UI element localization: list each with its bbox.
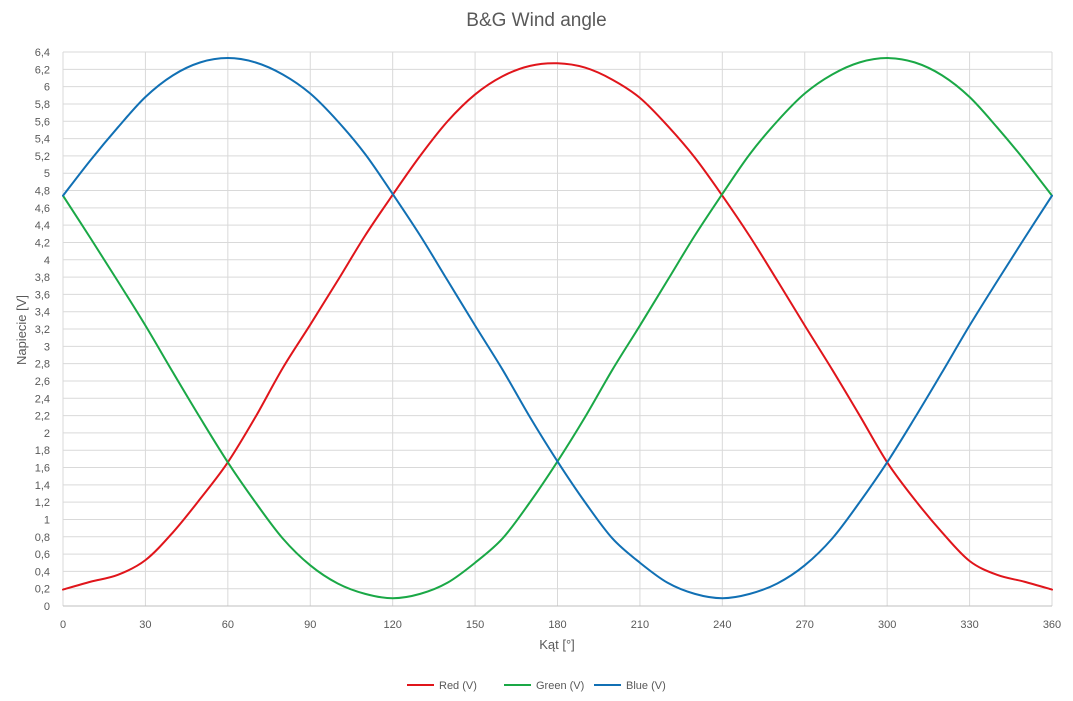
series-lines <box>62 57 1053 600</box>
y-tick-label: 6,4 <box>35 47 50 59</box>
x-tick-label: 240 <box>713 619 731 631</box>
y-tick-label: 3,8 <box>35 272 50 284</box>
legend: Red (V) Green (V) Blue (V) <box>407 680 666 692</box>
y-tick-label: 1,4 <box>35 480 50 492</box>
y-tick-label: 2,8 <box>35 359 50 371</box>
y-tick-label: 1 <box>44 514 50 526</box>
y-tick-label: 1,8 <box>35 445 50 457</box>
y-tick-label: 3,4 <box>35 307 50 319</box>
x-tick-label: 150 <box>466 619 484 631</box>
legend-label-green: Green (V) <box>536 680 584 692</box>
y-tick-label: 0,6 <box>35 549 50 561</box>
x-tick-label: 0 <box>60 619 66 631</box>
tick-labels: 0 0,2 0,4 0,6 0,8 1 1,2 1,4 1,6 1,8 2 2,2 2,4 2,6 2,8 3… <box>35 47 1061 631</box>
y-tick-label: 1,6 <box>35 463 50 475</box>
y-tick-label: 0,8 <box>35 532 50 544</box>
y-tick-label: 6 <box>44 82 50 94</box>
y-tick-label: 5 <box>44 168 50 180</box>
x-tick-label: 210 <box>631 619 649 631</box>
y-axis-title: Napiecie [V] <box>14 295 29 365</box>
y-tick-label: 3,6 <box>35 289 50 301</box>
y-tick-label: 3 <box>44 341 50 353</box>
y-tick-label: 3,2 <box>35 324 50 336</box>
gridlines <box>62 51 1053 607</box>
y-tick-label: 4,6 <box>35 203 50 215</box>
chart-title: B&G Wind angle <box>466 10 607 31</box>
legend-label-red: Red (V) <box>439 680 477 692</box>
y-tick-label: 2 <box>44 428 50 440</box>
y-tick-label: 4 <box>44 255 50 267</box>
y-tick-label: 2,4 <box>35 393 50 405</box>
y-tick-label: 5,4 <box>35 134 50 146</box>
y-tick-label: 4,2 <box>35 237 50 249</box>
x-tick-label: 120 <box>383 619 401 631</box>
y-tick-label: 0,2 <box>35 584 50 596</box>
y-tick-label: 4,4 <box>35 220 50 232</box>
series-line-blue <box>62 57 1053 600</box>
y-tick-label: 2,6 <box>35 376 50 388</box>
y-tick-label: 0,4 <box>35 566 50 578</box>
x-tick-label: 300 <box>878 619 896 631</box>
x-tick-label: 30 <box>139 619 151 631</box>
y-tick-label: 0 <box>44 601 50 613</box>
y-tick-label: 5,8 <box>35 99 50 111</box>
x-tick-label: 270 <box>796 619 814 631</box>
y-tick-label: 1,2 <box>35 497 50 509</box>
y-tick-label: 2,2 <box>35 411 50 423</box>
y-tick-label: 4,8 <box>35 186 50 198</box>
x-tick-label: 360 <box>1043 619 1061 631</box>
x-tick-label: 330 <box>960 619 978 631</box>
x-tick-label: 90 <box>304 619 316 631</box>
x-tick-label: 60 <box>222 619 234 631</box>
y-tick-label: 5,6 <box>35 116 50 128</box>
legend-label-blue: Blue (V) <box>626 680 666 692</box>
x-tick-label: 180 <box>548 619 566 631</box>
y-tick-label: 5,2 <box>35 151 50 163</box>
x-axis-title: Kąt [°] <box>539 637 575 652</box>
y-tick-label: 6,2 <box>35 64 50 76</box>
